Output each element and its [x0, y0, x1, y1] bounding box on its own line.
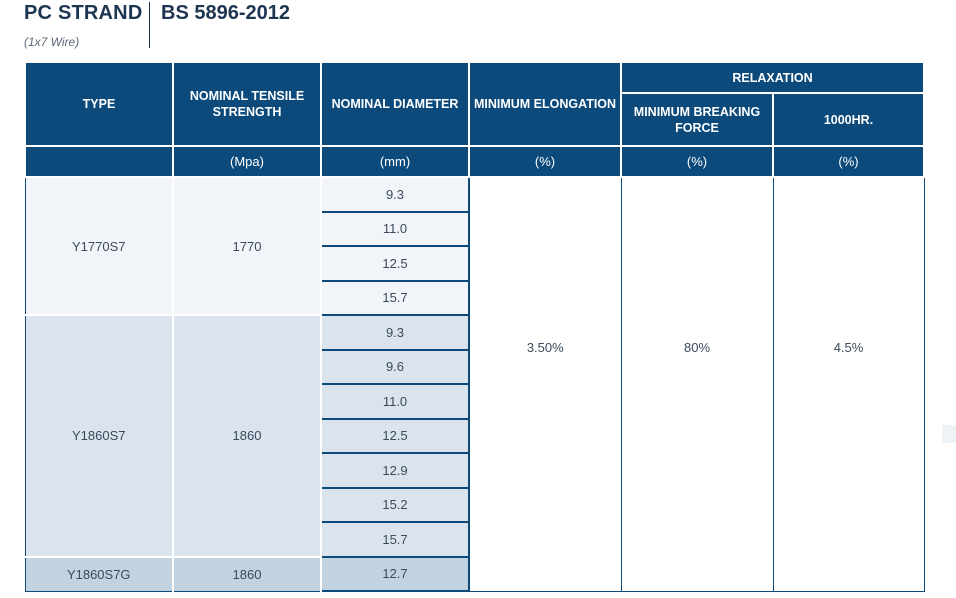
breaking-force-text: 80%: [683, 340, 711, 355]
header-relaxation: RELAXATION: [619, 61, 926, 94]
strength-cell: 1770: [172, 176, 322, 316]
page-edge-marker: [942, 425, 956, 443]
elongation-text: 3.50%: [526, 340, 564, 355]
table-row: Y1860S7 1860 9.3: [24, 314, 924, 558]
diameter-cell: 11.0: [320, 210, 470, 247]
units-elongation: (%): [468, 145, 622, 178]
header-nominal-diameter: NOMINAL DIAMETER: [320, 61, 470, 147]
specification-table: TYPE NOMINAL TENSILE STRENGTH NOMINAL DI…: [24, 61, 926, 592]
units-diameter: (mm): [320, 145, 470, 178]
units-breaking: (%): [620, 145, 774, 178]
table-row: Y1860S7G 1860 12.7: [24, 555, 924, 592]
breaking-force-value: 80%: [620, 176, 774, 592]
diameter-cell: 12.9: [320, 452, 470, 489]
type-cell: Y1770S7: [24, 176, 174, 316]
relaxation-1000hr-text: 4.5%: [833, 340, 864, 355]
diameter-cell: 15.7: [320, 279, 470, 316]
diameter-cell: 9.6: [320, 348, 470, 385]
table-row: 15.2: [25, 486, 924, 523]
table-row: 11.0: [25, 210, 924, 247]
product-subtitle: (1x7 Wire): [24, 35, 80, 49]
header-minimum-breaking-force: MINIMUM BREAKING FORCE: [620, 92, 774, 147]
type-cell: Y1860S7G: [24, 555, 174, 592]
relaxation-1000hr-value: 4.5%: [772, 176, 925, 592]
units-1000hr: (%): [771, 145, 926, 178]
table-row: Y1770S7 1770 9.3 3.50% 80% 4.5%: [24, 176, 925, 592]
strength-cell: 1860: [172, 314, 322, 558]
table-row: 9.6: [25, 348, 924, 385]
diameter-cell: 12.7: [320, 555, 470, 592]
diameter-cell: 9.3: [320, 314, 470, 351]
table-row: 11.0: [25, 383, 924, 420]
header-type: TYPE: [24, 61, 174, 147]
header-1000hr: 1000HR.: [771, 92, 926, 147]
table-row: 12.9: [25, 452, 924, 489]
header-minimum-elongation: MINIMUM ELONGATION: [468, 61, 622, 147]
strength-cell: 1860: [172, 555, 322, 592]
diameter-cell: 12.5: [320, 417, 470, 454]
product-title: PC STRAND: [24, 2, 143, 24]
diameter-cell: 12.5: [320, 245, 470, 282]
table-row: 15.7: [25, 279, 924, 316]
diameter-cell: 9.3: [320, 176, 470, 213]
table-row: 12.5: [25, 245, 924, 282]
diameter-cell: 15.2: [320, 486, 470, 523]
table-row: 15.7: [25, 521, 924, 558]
diameter-cell: 15.7: [320, 521, 470, 558]
diameter-cell: 11.0: [320, 383, 470, 420]
table-row: 12.5: [25, 417, 924, 454]
standard-title: BS 5896-2012: [161, 2, 290, 24]
title-divider: [149, 2, 150, 48]
type-cell: Y1860S7: [24, 314, 174, 558]
header-tensile-strength: NOMINAL TENSILE STRENGTH: [172, 61, 322, 147]
elongation-value: 3.50%: [468, 176, 622, 592]
units-type-blank: [24, 145, 174, 178]
units-tensile: (Mpa): [172, 145, 322, 178]
